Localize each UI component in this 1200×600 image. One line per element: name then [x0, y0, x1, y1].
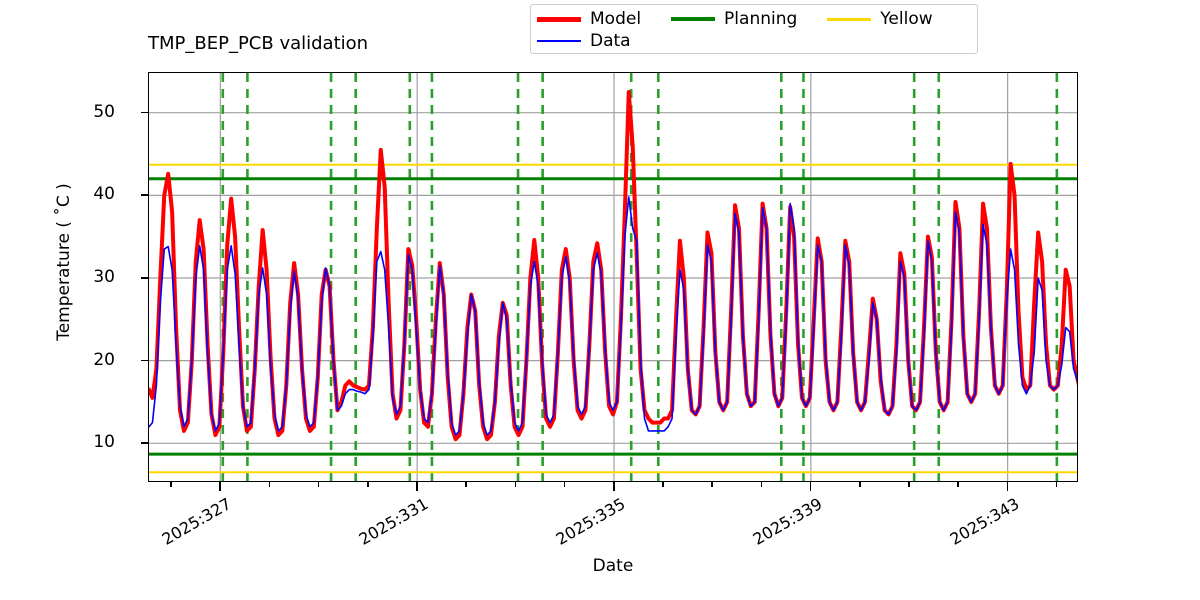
chart-legend: Model Planning Yellow Data: [530, 4, 978, 54]
x-tick-mark-minor: [957, 482, 960, 487]
y-tick-mark: [141, 111, 148, 114]
y-tick-label: 50: [93, 101, 115, 122]
series-line-data: [149, 196, 1077, 436]
legend-item-data[interactable]: Data: [537, 31, 631, 51]
legend-swatch-yellow-line: [827, 17, 872, 21]
x-tick-mark-minor: [465, 482, 467, 487]
y-tick-label: 30: [93, 267, 115, 287]
y-tick-label: 20: [93, 349, 115, 370]
legend-label-model: Model: [590, 9, 642, 29]
legend-row-1: Model Planning Yellow: [537, 8, 971, 30]
legend-label-data: Data: [590, 31, 631, 51]
legend-item-model[interactable]: Model: [537, 9, 641, 29]
plot-area[interactable]: [148, 72, 1078, 482]
legend-item-planning[interactable]: Planning: [671, 9, 797, 29]
legend-label-yellow: Yellow: [880, 9, 933, 29]
y-axis-label: Temperature ( ˚C ): [54, 183, 74, 341]
y-tick-mark: [141, 277, 148, 279]
legend-swatch-model-line: [537, 16, 581, 22]
x-tick-mark-major: [613, 482, 615, 491]
x-tick-mark-minor: [662, 482, 664, 487]
x-axis-label: Date: [592, 556, 634, 576]
x-tick-mark-minor: [859, 482, 861, 487]
x-tick-mark-minor: [317, 482, 320, 487]
x-tick-mark-major: [219, 482, 221, 491]
y-tick-mark: [141, 442, 148, 444]
x-tick-mark-minor: [711, 482, 713, 487]
y-tick-mark: [141, 194, 148, 196]
x-tick-mark-minor: [908, 482, 910, 487]
x-tick-mark-minor: [170, 482, 172, 487]
x-tick-mark-minor: [760, 482, 763, 487]
x-tick-mark-minor: [268, 482, 271, 487]
plot-svg: [149, 73, 1077, 481]
legend-label-planning: Planning: [724, 9, 798, 29]
y-tick-mark: [141, 359, 148, 362]
chart-title: TMP_BEP_PCB validation: [148, 33, 369, 54]
y-tick-label: 10: [93, 432, 115, 453]
x-tick-mark-major: [1006, 482, 1009, 491]
x-tick-mark-major: [809, 482, 812, 491]
legend-swatch-planning-line: [671, 17, 716, 21]
x-tick-mark-minor: [1055, 482, 1058, 487]
x-tick-mark-minor: [514, 482, 517, 487]
y-tick-label: 40: [93, 184, 115, 205]
legend-row-2: Data: [537, 30, 971, 52]
x-tick-mark-minor: [563, 482, 566, 487]
x-tick-mark-major: [416, 482, 418, 491]
legend-item-yellow[interactable]: Yellow: [827, 9, 933, 29]
x-tick-mark-minor: [366, 482, 369, 487]
legend-swatch-data-line: [537, 40, 581, 42]
